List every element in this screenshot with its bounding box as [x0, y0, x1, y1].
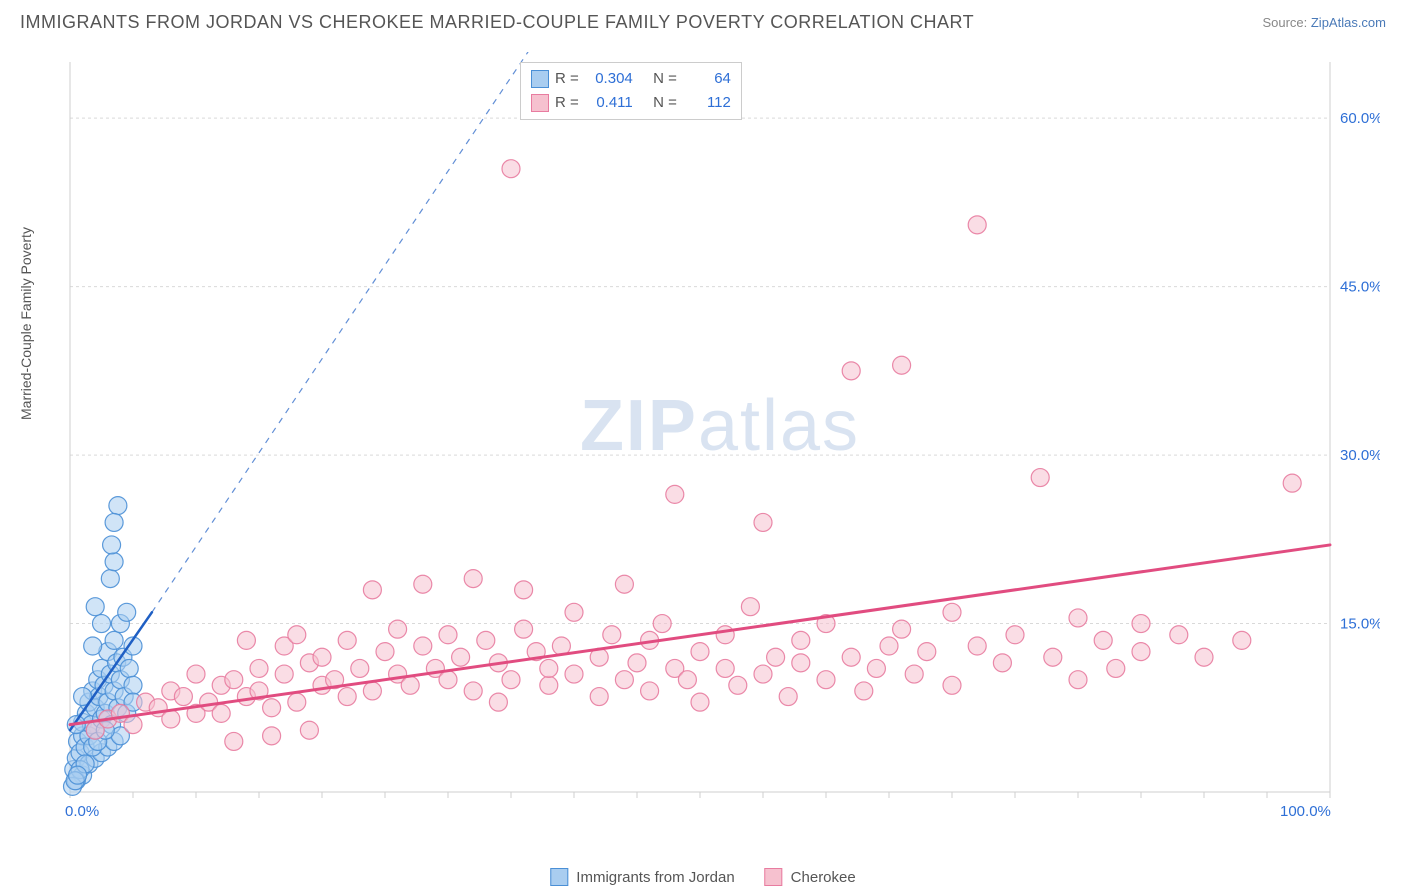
stats-legend-row: R =0.304 N =64	[531, 67, 731, 91]
legend-swatch	[765, 868, 783, 886]
legend-swatch	[531, 94, 549, 112]
source-attribution: Source: ZipAtlas.com	[1262, 15, 1386, 30]
legend-item: Immigrants from Jordan	[550, 868, 734, 886]
svg-text:30.0%: 30.0%	[1340, 447, 1380, 464]
legend-swatch	[531, 70, 549, 88]
legend-swatch	[550, 868, 568, 886]
svg-text:100.0%: 100.0%	[1280, 803, 1331, 820]
source-link[interactable]: ZipAtlas.com	[1311, 15, 1386, 30]
svg-text:0.0%: 0.0%	[65, 803, 99, 820]
stats-legend: R =0.304 N =64R =0.411 N =112	[520, 62, 742, 120]
legend-item: Cherokee	[765, 868, 856, 886]
svg-text:45.0%: 45.0%	[1340, 279, 1380, 296]
chart-title: IMMIGRANTS FROM JORDAN VS CHEROKEE MARRI…	[20, 12, 974, 33]
y-axis-label: Married-Couple Family Poverty	[18, 227, 34, 420]
svg-text:15.0%: 15.0%	[1340, 616, 1380, 633]
svg-text:60.0%: 60.0%	[1340, 110, 1380, 127]
stats-legend-row: R =0.411 N =112	[531, 91, 731, 115]
chart-area: 15.0%30.0%45.0%60.0%0.0%100.0% ZIPatlas …	[60, 52, 1380, 832]
scatter-chart: 15.0% 30.0% 45.0% 60.0% 0.0% 100.0%	[60, 52, 1380, 832]
series-legend: Immigrants from Jordan Cherokee	[550, 868, 855, 886]
